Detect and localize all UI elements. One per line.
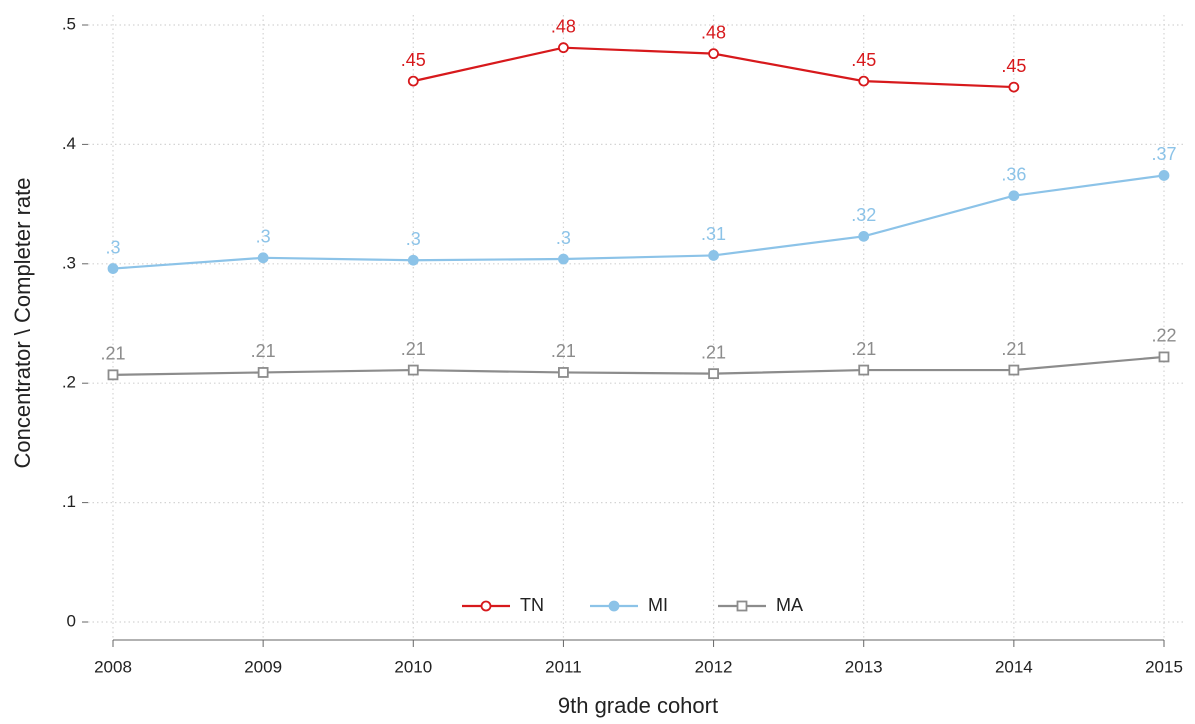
point [858,364,870,376]
data-label: .21 [401,339,426,359]
data-label: .21 [701,342,726,362]
point [558,42,569,54]
data-label: .21 [551,341,576,361]
point [257,252,269,264]
y-tick-label: .3 [62,253,76,272]
data-label: .21 [1001,339,1026,359]
point [708,368,719,380]
legend-label: MA [776,595,803,615]
legend-marker [736,600,748,612]
x-tick-label: 2012 [695,657,733,676]
point [1158,170,1170,181]
x-axis-title: 9th grade cohort [558,693,718,718]
data-label: .3 [556,228,571,248]
point [257,367,269,378]
legend-label: MI [648,595,668,615]
point [407,75,419,87]
legend-label: TN [520,595,544,615]
data-label: .21 [100,344,125,364]
series-line [112,355,1165,376]
x-tick-label: 2008 [94,657,132,676]
data-label: .32 [851,205,876,225]
y-tick-label: .5 [62,14,76,33]
x-tick-label: 2009 [244,657,282,676]
data-label: .22 [1151,326,1176,346]
point [1158,351,1170,363]
point [708,250,719,261]
point [107,263,119,274]
point [107,369,119,381]
series-line [112,174,1165,270]
data-label: .31 [701,224,726,244]
x-tick-label: 2011 [545,657,582,676]
y-tick-label: .2 [62,373,76,392]
y-tick-label: .1 [62,492,76,511]
point [407,254,419,266]
x-tick-label: 2013 [845,657,883,676]
data-label: .45 [1001,56,1026,76]
point [708,48,719,60]
data-label: .37 [1151,144,1176,164]
data-label: .21 [251,341,276,361]
data-label: .48 [701,22,726,42]
point [1008,81,1020,93]
point [558,253,569,265]
point [1008,364,1020,376]
x-tick-label: 2015 [1145,657,1183,676]
data-label: .21 [851,339,876,359]
y-tick-label: .4 [62,134,76,153]
data-label: .3 [105,237,120,257]
point [407,364,419,376]
x-tick-label: 2014 [995,657,1033,676]
data-label: .48 [551,16,576,36]
point [858,75,870,87]
point [558,367,569,378]
point [1008,190,1020,202]
data-label: .36 [1001,164,1026,184]
point [858,230,870,242]
data-label: .45 [851,50,876,70]
data-label: .45 [401,50,426,70]
legend-marker [480,600,492,612]
data-label: .3 [406,229,421,249]
legend-marker [608,600,620,612]
data-label: .3 [256,227,271,247]
y-tick-label: 0 [67,611,76,630]
x-tick-label: 2010 [394,657,432,676]
y-axis-title: Concentrator \ Completer rate [10,177,35,468]
